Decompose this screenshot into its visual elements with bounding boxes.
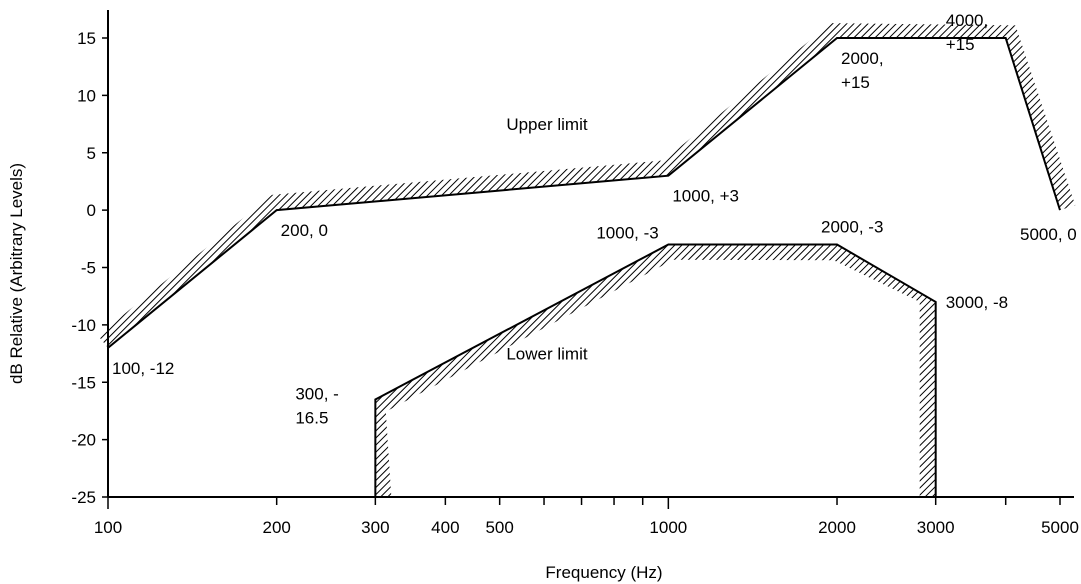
y-tick-label: 10 (77, 86, 96, 105)
annotation-label: +15 (946, 35, 975, 54)
annotation-label: 2000, (841, 49, 884, 68)
x-tick-label: 3000 (917, 518, 955, 537)
limit-lines (107, 37, 1061, 497)
y-tick-label: -25 (71, 488, 96, 507)
x-tick-label: 400 (431, 518, 459, 537)
annotation-label: 2000, -3 (821, 218, 883, 237)
annotation-label: 1000, -3 (596, 224, 658, 243)
ticks: 15 10 5 0 -5 -10 -15 -20 -25 100 200 300 400 500 1000 2… (71, 29, 1078, 537)
annotation-label: 200, 0 (281, 221, 328, 240)
hatch-band (375, 244, 936, 497)
y-tick-label: -5 (81, 259, 96, 278)
annotation-label: 3000, -8 (946, 293, 1008, 312)
annotation-label: 5000, 0 (1020, 225, 1077, 244)
y-tick-label: 5 (87, 144, 96, 163)
y-tick-label: -15 (71, 373, 96, 392)
y-axis-title: dB Relative (Arbitrary Levels) (7, 163, 26, 384)
x-tick-label: 300 (361, 518, 389, 537)
annotation-label: 16.5 (295, 408, 328, 427)
y-tick-label: 15 (77, 29, 96, 48)
annotation-label: +15 (841, 73, 870, 92)
x-tick-label: 200 (262, 518, 290, 537)
y-tick-label: -10 (71, 316, 96, 335)
annotation-label: 300, - (295, 384, 338, 403)
limit-line (107, 37, 1061, 349)
x-tick-label: 1000 (649, 518, 687, 537)
annotation-label: Upper limit (506, 115, 588, 134)
annotation-label: 1000, +3 (672, 187, 739, 206)
axes (107, 10, 1074, 498)
y-tick-label: -20 (71, 431, 96, 450)
annotation-label: 100, -12 (112, 359, 174, 378)
x-tick-label: 500 (485, 518, 513, 537)
annotation-label: Lower limit (506, 344, 588, 363)
x-tick-label: 100 (94, 518, 122, 537)
x-tick-label: 5000 (1041, 518, 1079, 537)
annotations: 100, -12 200, 0 1000, +3 2000, +15 4000, +15 50… (112, 11, 1077, 427)
hatch-layer (97, 23, 1076, 497)
x-tick-label: 2000 (818, 518, 856, 537)
limit-line (374, 243, 937, 497)
y-tick-label: 0 (87, 201, 96, 220)
annotation-label: 4000, (946, 11, 989, 30)
x-axis-title: Frequency (Hz) (545, 563, 662, 582)
